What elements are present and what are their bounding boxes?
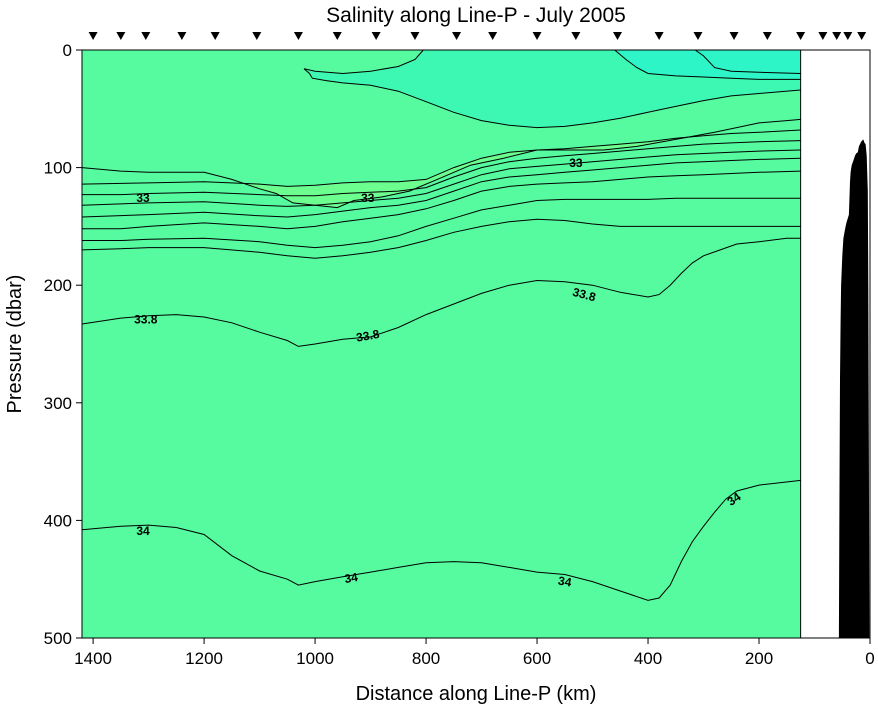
station-marker-17 — [729, 32, 739, 40]
contour-label-text: 33.8 — [134, 312, 158, 326]
color-bands — [82, 50, 801, 638]
station-marker-6 — [293, 32, 303, 40]
x-tick-label-7: 0 — [865, 649, 874, 668]
x-axis: 1400 1200 1000 800 600 400 200 0 — [74, 638, 875, 668]
contour-label-text: 33 — [136, 191, 150, 205]
contour-label-6: 34 — [136, 524, 150, 538]
station-marker-14 — [613, 32, 623, 40]
contour-label-text: 34 — [343, 570, 359, 586]
y-tick-label-1: 100 — [44, 159, 72, 178]
station-marker-22 — [843, 32, 853, 40]
contour-label-7: 34 — [343, 570, 359, 586]
contour-line-13 — [694, 50, 801, 74]
contour-line-10 — [303, 50, 424, 75]
contour-label-0: 33 — [136, 191, 150, 205]
x-tick-label-2: 1000 — [296, 649, 334, 668]
contour-line-2 — [82, 140, 801, 197]
contour-label-2: 33 — [569, 156, 583, 170]
contour-label-text: 34 — [557, 574, 573, 590]
y-axis: 0 100 200 300 400 500 — [44, 41, 82, 648]
contour-line-3 — [82, 149, 801, 207]
y-tick-label-0: 0 — [63, 41, 72, 60]
contour-label-text: 33.8 — [355, 327, 381, 345]
station-marker-9 — [410, 32, 420, 40]
y-tick-label-4: 400 — [44, 511, 72, 530]
plot-frame — [81, 49, 871, 639]
y-tick-label-5: 500 — [44, 629, 72, 648]
x-tick-label-3: 800 — [412, 649, 440, 668]
station-marker-13 — [571, 32, 581, 40]
station-marker-7 — [332, 32, 342, 40]
contour-label-3: 33.8 — [134, 312, 158, 326]
station-marker-18 — [762, 32, 772, 40]
x-tick-label-4: 600 — [523, 649, 551, 668]
x-tick-label-6: 200 — [745, 649, 773, 668]
station-marker-8 — [371, 32, 381, 40]
contour-line-11 — [303, 68, 801, 129]
contour-line-8 — [82, 237, 801, 347]
contour-label-text: 34 — [136, 524, 150, 538]
station-marker-15 — [654, 32, 664, 40]
station-marker-2 — [141, 32, 151, 40]
station-marker-19 — [796, 32, 806, 40]
contour-line-1 — [82, 129, 801, 187]
contour-label-5: 33.8 — [571, 285, 597, 305]
contour-label-1: 33 — [361, 191, 375, 205]
station-marker-4 — [210, 32, 220, 40]
station-marker-23 — [857, 32, 867, 40]
bathymetry-shape — [838, 139, 870, 638]
station-marker-16 — [693, 32, 703, 40]
y-tick-label-3: 300 — [44, 394, 72, 413]
contour-label-text: 33 — [361, 191, 375, 205]
x-axis-title: Distance along Line-P (km) — [356, 683, 597, 705]
color-band-9 — [82, 119, 801, 638]
station-marker-21 — [832, 32, 842, 40]
station-marker-0 — [88, 32, 98, 40]
contour-line-6 — [82, 197, 801, 249]
bathymetry — [800, 50, 870, 638]
x-tick-label-5: 400 — [634, 649, 662, 668]
contour-line-9 — [82, 479, 801, 601]
contour-label-text: 33.8 — [571, 285, 597, 305]
station-marker-20 — [818, 32, 828, 40]
contour-label-4: 33.8 — [355, 327, 381, 345]
y-tick-label-2: 200 — [44, 276, 72, 295]
station-marker-1 — [116, 32, 126, 40]
station-marker-11 — [488, 32, 498, 40]
station-marker-10 — [452, 32, 462, 40]
station-marker-3 — [177, 32, 187, 40]
x-tick-label-0: 1400 — [74, 649, 112, 668]
y-axis-title: Pressure (dbar) — [4, 275, 26, 414]
station-marker-5 — [252, 32, 262, 40]
contour-label-8: 34 — [557, 574, 573, 590]
station-marker-12 — [532, 32, 542, 40]
chart-title: Salinity along Line-P - July 2005 — [326, 4, 626, 27]
contour-line-0 — [82, 118, 801, 209]
contour-line-5 — [82, 170, 801, 230]
contour-line-12 — [614, 50, 801, 80]
x-tick-label-1: 1200 — [185, 649, 223, 668]
contour-line-7 — [82, 218, 801, 259]
contour-line-4 — [82, 157, 801, 218]
contour-lines — [82, 50, 801, 601]
station-markers — [88, 32, 867, 40]
contour-label-text: 33 — [569, 156, 583, 170]
